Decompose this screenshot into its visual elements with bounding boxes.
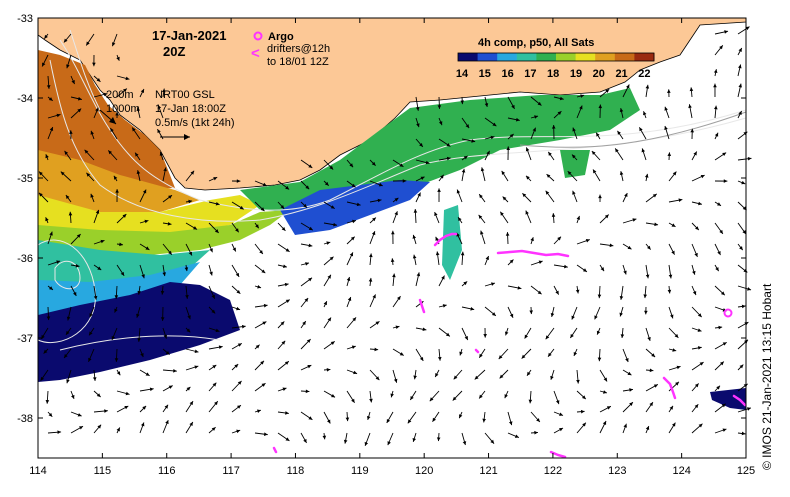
colorbar-ticks: 14 15 16 17 18 19 20 21 22 (456, 68, 651, 80)
product-time-label: 17-Jan 18:00Z (155, 103, 226, 115)
contour-200-label: 200m (106, 89, 134, 101)
contour-1000-label: 1000m (106, 103, 140, 115)
colorbar-tick-label: 20 (593, 68, 605, 80)
x-tick-label: 118 (287, 465, 305, 477)
x-tick-label: 119 (351, 465, 369, 477)
y-tick-label: -38 (17, 413, 33, 425)
colorbar-cell (576, 53, 596, 61)
colorbar-cell (497, 53, 517, 61)
colorbar-tick-label: 18 (547, 68, 559, 80)
colorbar-tick-label: 16 (501, 68, 513, 80)
x-tick-label: 121 (479, 465, 497, 477)
colorbar-tick-label: 14 (456, 68, 469, 80)
product-label: NRT00 GSL (155, 89, 215, 101)
colorbar-cell (595, 53, 615, 61)
colorbar-cell (536, 53, 556, 61)
colorbar-cell (478, 53, 498, 61)
y-tick-label: -33 (17, 13, 33, 25)
x-tick-label: 114 (29, 465, 47, 477)
copyright-icon: © (760, 461, 774, 470)
colorbar-cell (458, 53, 478, 61)
x-tick-label: 120 (415, 465, 433, 477)
x-tick-label: 115 (94, 465, 112, 477)
credit-text: IMOS 21-Jan-2021 13:15 Hobart (760, 284, 774, 458)
colorbar-tick-label: 15 (479, 68, 491, 80)
x-tick-label: 125 (737, 465, 755, 477)
credit-line: © IMOS 21-Jan-2021 13:15 Hobart (760, 284, 774, 470)
colorbar-cell (634, 53, 654, 61)
y-tick-label: -35 (17, 173, 33, 185)
y-tick-label: -37 (17, 333, 33, 345)
colorbar-tick-label: 22 (638, 68, 650, 80)
colorbar (458, 53, 655, 61)
drifter-legend-icon: < (251, 45, 260, 62)
speed-scale-label: 0.5m/s (1kt 24h) (155, 117, 234, 129)
colorbar-cell (556, 53, 576, 61)
hour-label: 20Z (163, 44, 185, 59)
colorbar-tick-label: 19 (570, 68, 582, 80)
colorbar-tick-label: 21 (615, 68, 627, 80)
x-tick-label: 124 (672, 465, 690, 477)
drifter-track (476, 350, 478, 352)
x-tick-label: 116 (158, 465, 176, 477)
y-tick-label: -34 (17, 93, 33, 105)
colorbar-cell (615, 53, 635, 61)
colorbar-title: 4h comp, p50, All Sats (478, 37, 594, 49)
drifter-legend-label: drifters@12h (267, 43, 330, 55)
x-tick-label: 117 (222, 465, 240, 477)
colorbar-cell (517, 53, 537, 61)
x-tick-label: 122 (544, 465, 562, 477)
colorbar-tick-label: 17 (524, 68, 536, 80)
y-tick-label: -36 (17, 253, 33, 265)
drifter-legend-sublabel: to 18/01 12Z (267, 56, 329, 68)
x-tick-label: 123 (608, 465, 626, 477)
argo-legend-label: Argo (268, 31, 294, 43)
date-label: 17-Jan-2021 (152, 28, 226, 43)
